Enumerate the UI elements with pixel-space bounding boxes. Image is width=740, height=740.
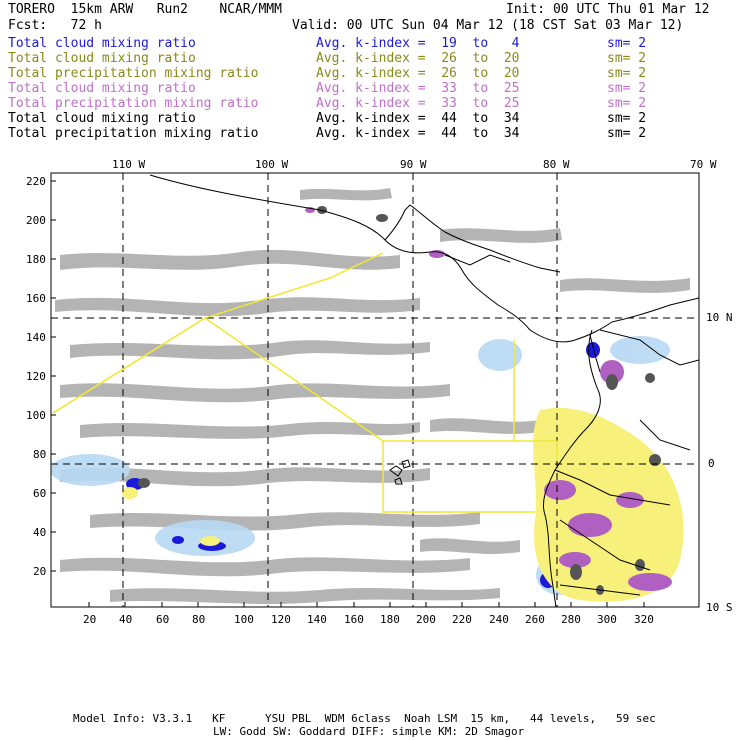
legend-smoothing: sm= 2 (607, 111, 647, 126)
zone-outline (52, 252, 558, 513)
y-tick: 140 (26, 331, 46, 344)
cloud-field-blue (51, 336, 670, 595)
cloud-field-light (55, 188, 690, 604)
y-tick: 220 (26, 175, 46, 188)
legend-row: Total cloud mixing ratio Avg. k-index = … (8, 111, 646, 126)
x-tick: 300 (597, 613, 617, 626)
lat-label: 0 (708, 457, 715, 470)
legend-kindex: Avg. k-index = 44 to 34 (316, 111, 520, 126)
y-tick: 180 (26, 253, 46, 266)
legend-field: Total precipitation mixing ratio (8, 96, 259, 111)
legend-row: Total cloud mixing ratio Avg. k-index = … (8, 36, 646, 51)
x-tick: 60 (156, 613, 170, 626)
legend-row: Total cloud mixing ratio Avg. k-index = … (8, 51, 646, 66)
x-tick: 160 (344, 613, 364, 626)
legend-row: Total precipitation mixing ratio Avg. k-… (8, 66, 646, 81)
lon-label: 90 W (400, 158, 427, 171)
cloud-cores-blue (126, 342, 600, 588)
legend-smoothing: sm= 2 (607, 126, 647, 141)
x-tick: 220 (452, 613, 472, 626)
legend-field: Total precipitation mixing ratio (8, 126, 259, 141)
x-tick: 180 (380, 613, 400, 626)
y-tick: 100 (26, 409, 46, 422)
legend-field: Total cloud mixing ratio (8, 36, 196, 51)
y-tick: 160 (26, 292, 46, 305)
legend-smoothing: sm= 2 (607, 51, 647, 66)
x-tick: 240 (489, 613, 509, 626)
legend-field: Total cloud mixing ratio (8, 51, 196, 66)
lat-label: 10 N (706, 311, 733, 324)
x-tick: 120 (271, 613, 291, 626)
legend-row: Total precipitation mixing ratio Avg. k-… (8, 126, 646, 141)
legend-field: Total cloud mixing ratio (8, 81, 196, 96)
x-tick: 100 (234, 613, 254, 626)
legend-smoothing: sm= 2 (607, 96, 647, 111)
latlon-grid (51, 173, 699, 607)
x-tick: 20 (83, 613, 97, 626)
x-tick: 140 (307, 613, 327, 626)
x-tick: 280 (561, 613, 581, 626)
x-tick: 200 (416, 613, 436, 626)
x-tick: 260 (525, 613, 545, 626)
model-info: Model Info: V3.3.1 KF YSU PBL WDM 6class… (73, 712, 656, 725)
legend-field: Total precipitation mixing ratio (8, 66, 259, 81)
lon-label: 80 W (543, 158, 570, 171)
y-tick: 60 (33, 487, 47, 500)
legend-row: Total cloud mixing ratio Avg. k-index = … (8, 81, 646, 96)
precip-field-violet (305, 207, 672, 591)
lon-label: 70 W (690, 158, 717, 171)
y-tick: 20 (33, 565, 47, 578)
legend-kindex: Avg. k-index = 33 to 25 (316, 81, 520, 96)
model-title: TORERO 15km ARW Run2 NCAR/MMM (8, 2, 282, 17)
lon-label: 110 W (112, 158, 146, 171)
legend-kindex: Avg. k-index = 26 to 20 (316, 51, 520, 66)
legend-smoothing: sm= 2 (607, 66, 647, 81)
y-tick: 40 (33, 526, 47, 539)
legend-smoothing: sm= 2 (607, 81, 647, 96)
legend-row: Total precipitation mixing ratio Avg. k-… (8, 96, 646, 111)
model-physics: LW: Godd SW: Goddard DIFF: simple KM: 2D… (213, 725, 525, 738)
legend-field: Total cloud mixing ratio (8, 111, 196, 126)
lat-label: 10 S (706, 601, 733, 614)
legend-smoothing: sm= 2 (607, 36, 647, 51)
lon-label: 100 W (255, 158, 289, 171)
legend-kindex: Avg. k-index = 26 to 20 (316, 66, 520, 81)
valid-time: Valid: 00 UTC Sun 04 Mar 12 (18 CST Sat … (292, 18, 684, 33)
coastline (149, 174, 699, 607)
cloud-cores-dark (138, 206, 661, 595)
init-time: Init: 00 UTC Thu 01 Mar 12 (506, 2, 710, 17)
forecast-hour: Fcst: 72 h (8, 18, 102, 33)
y-tick: 200 (26, 214, 46, 227)
x-tick: 40 (119, 613, 133, 626)
y-tick: 120 (26, 370, 46, 383)
legend-kindex: Avg. k-index = 33 to 25 (316, 96, 520, 111)
y-tick: 80 (33, 448, 47, 461)
x-tick: 320 (634, 613, 654, 626)
map-frame (50, 172, 700, 608)
legend-kindex: Avg. k-index = 44 to 34 (316, 126, 520, 141)
legend-kindex: Avg. k-index = 19 to 4 (316, 36, 520, 51)
x-tick: 80 (192, 613, 206, 626)
map-ticks (51, 180, 645, 607)
precip-field-yellow (122, 407, 684, 602)
